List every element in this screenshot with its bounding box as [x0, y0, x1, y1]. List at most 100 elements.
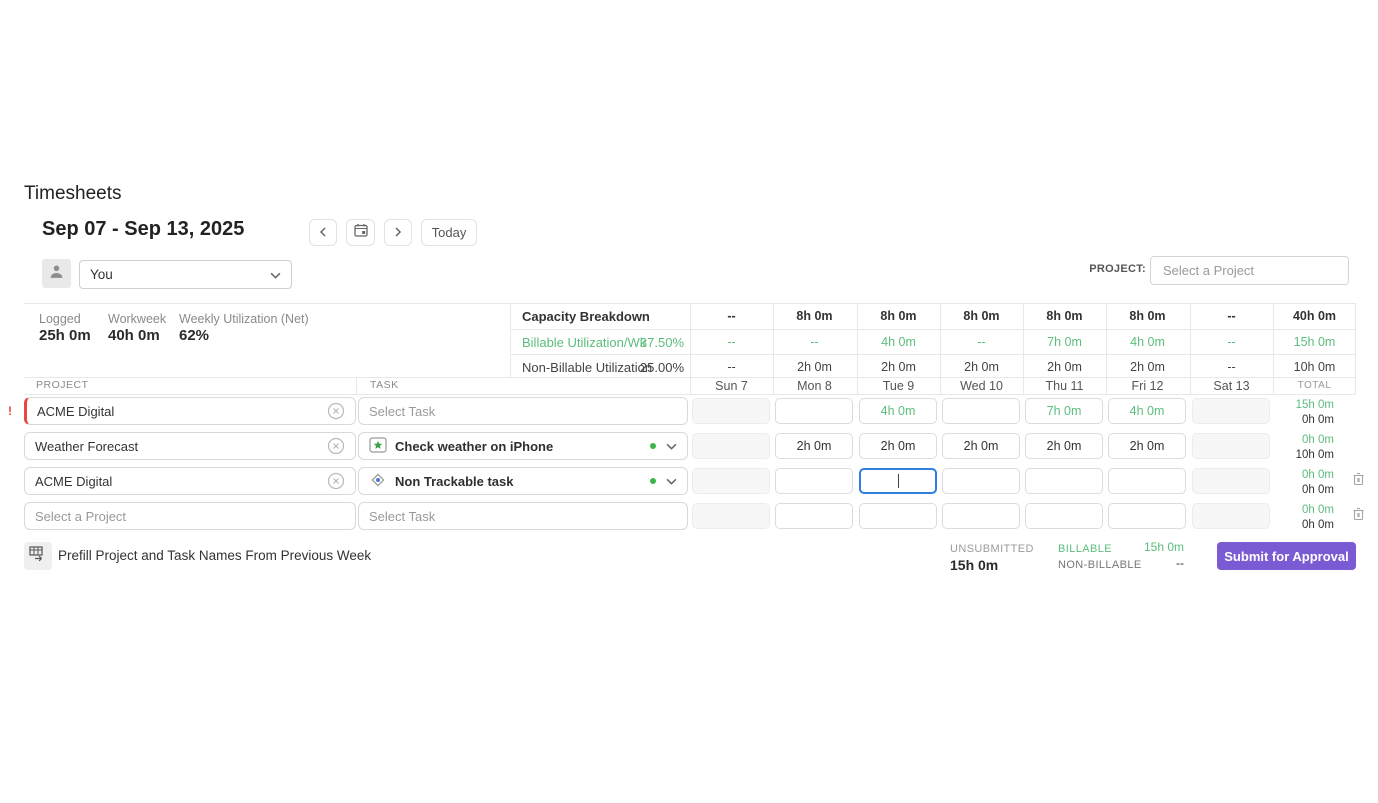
project-input[interactable]: ACME Digital	[24, 467, 356, 495]
row-total-nonbillable: 0h 0m	[1302, 519, 1334, 531]
time-cell	[692, 503, 770, 529]
task-input[interactable]: Check weather on iPhone	[358, 432, 688, 460]
day-header-mon: Mon 8	[797, 379, 832, 393]
time-cell[interactable]	[1108, 503, 1186, 529]
calendar-picker-button[interactable]	[346, 219, 375, 246]
time-cell[interactable]	[942, 398, 1020, 424]
nonbillable-value: --	[1176, 556, 1184, 570]
next-week-button[interactable]	[384, 219, 412, 246]
user-filter-select[interactable]: You	[79, 260, 292, 289]
text-caret	[897, 474, 899, 488]
delete-row-button[interactable]	[1350, 472, 1366, 491]
time-cell[interactable]	[1108, 468, 1186, 494]
total-column-header: TOTAL	[1297, 380, 1332, 391]
time-cell[interactable]	[775, 468, 853, 494]
clear-icon[interactable]	[327, 402, 345, 420]
divider	[1355, 303, 1356, 394]
time-cell[interactable]	[942, 503, 1020, 529]
project-input[interactable]: Weather Forecast	[24, 432, 356, 460]
time-cell[interactable]	[942, 468, 1020, 494]
project-column-header: PROJECT	[36, 379, 89, 391]
time-cell[interactable]	[775, 503, 853, 529]
capacity-cell: --	[1227, 309, 1236, 323]
task-input[interactable]: Non Trackable task	[358, 467, 688, 495]
task-column-header: TASK	[370, 379, 399, 391]
time-cell-focused[interactable]	[859, 468, 937, 494]
time-cell[interactable]: 2h 0m	[775, 433, 853, 459]
divider	[1106, 303, 1107, 394]
time-cell[interactable]	[1025, 503, 1103, 529]
logged-label: Logged	[39, 312, 81, 326]
divider	[773, 303, 774, 394]
chevron-left-icon	[319, 224, 327, 242]
nonbillable-label: NON-BILLABLE	[1058, 559, 1142, 571]
nonbillable-total: 10h 0m	[1293, 360, 1336, 374]
unsubmitted-label: UNSUBMITTED	[950, 543, 1034, 555]
row-total-nonbillable: 10h 0m	[1295, 449, 1334, 461]
row-total-billable: 0h 0m	[1302, 469, 1334, 481]
nonbillable-cell: --	[1227, 360, 1236, 374]
project-name: Weather Forecast	[35, 438, 139, 454]
billable-utilization-label: Billable Utilization/Wk	[522, 335, 647, 350]
chevron-down-icon	[270, 267, 281, 282]
day-header-wed: Wed 10	[960, 379, 1003, 393]
row-total-nonbillable: 0h 0m	[1302, 484, 1334, 496]
divider	[1273, 303, 1274, 394]
day-header-sat: Sat 13	[1213, 379, 1250, 393]
week-date-range: Sep 07 - Sep 13, 2025	[42, 218, 245, 240]
divider	[940, 303, 941, 394]
status-dot-icon	[650, 443, 656, 449]
project-input[interactable]: Select a Project	[24, 502, 356, 530]
task-input[interactable]: Select Task	[358, 502, 688, 530]
divider	[1190, 303, 1191, 394]
row-total: 15h 0m 0h 0m	[1262, 399, 1334, 426]
time-cell[interactable]	[859, 503, 937, 529]
delete-row-button[interactable]	[1350, 507, 1366, 526]
time-cell	[1192, 433, 1270, 459]
time-cell[interactable]: 2h 0m	[1108, 433, 1186, 459]
task-name: Non Trackable task	[395, 473, 514, 489]
row-total-nonbillable: 0h 0m	[1302, 414, 1334, 426]
trash-icon	[1352, 472, 1365, 491]
project-placeholder: Select a Project	[35, 508, 127, 524]
time-cell[interactable]	[775, 398, 853, 424]
capacity-cell: 8h 0m	[963, 309, 1000, 323]
time-cell[interactable]: 4h 0m	[1108, 398, 1186, 424]
time-cell[interactable]: 2h 0m	[942, 433, 1020, 459]
divider	[510, 354, 1356, 355]
time-cell	[1192, 503, 1270, 529]
clear-icon[interactable]	[327, 472, 345, 490]
submit-for-approval-button[interactable]: Submit for Approval	[1217, 542, 1356, 570]
time-cell[interactable]: 2h 0m	[859, 433, 937, 459]
billable-utilization-percent: 37.50%	[639, 335, 684, 350]
prefill-button[interactable]	[24, 542, 52, 570]
trash-icon	[1352, 507, 1365, 526]
prev-week-button[interactable]	[309, 219, 337, 246]
billable-label: BILLABLE	[1058, 543, 1112, 555]
task-input[interactable]: Select Task	[358, 397, 688, 425]
row-total: 0h 0m 10h 0m	[1262, 434, 1334, 461]
today-button[interactable]: Today	[421, 219, 477, 246]
day-header-sun: Sun 7	[715, 379, 748, 393]
chevron-down-icon[interactable]	[666, 478, 677, 485]
time-cell[interactable]	[1025, 468, 1103, 494]
clear-icon[interactable]	[327, 437, 345, 455]
divider	[690, 303, 691, 394]
row-total: 0h 0m 0h 0m	[1262, 469, 1334, 496]
time-cell[interactable]: 4h 0m	[859, 398, 937, 424]
time-cell	[1192, 468, 1270, 494]
prefill-label[interactable]: Prefill Project and Task Names From Prev…	[58, 548, 372, 563]
calendar-icon	[353, 223, 368, 242]
time-cell[interactable]: 7h 0m	[1025, 398, 1103, 424]
time-cell[interactable]: 2h 0m	[1025, 433, 1103, 459]
time-cell	[692, 468, 770, 494]
workweek-value: 40h 0m	[108, 327, 160, 344]
row-total-billable: 0h 0m	[1302, 504, 1334, 516]
divider	[356, 377, 357, 394]
project-filter-label: PROJECT:	[1089, 263, 1146, 275]
capacity-total: 40h 0m	[1292, 309, 1337, 323]
project-input[interactable]: ACME Digital	[24, 397, 356, 425]
chevron-down-icon[interactable]	[666, 443, 677, 450]
nonbillable-utilization-percent: 25.00%	[639, 360, 684, 375]
project-filter-input[interactable]: Select a Project	[1150, 256, 1349, 285]
